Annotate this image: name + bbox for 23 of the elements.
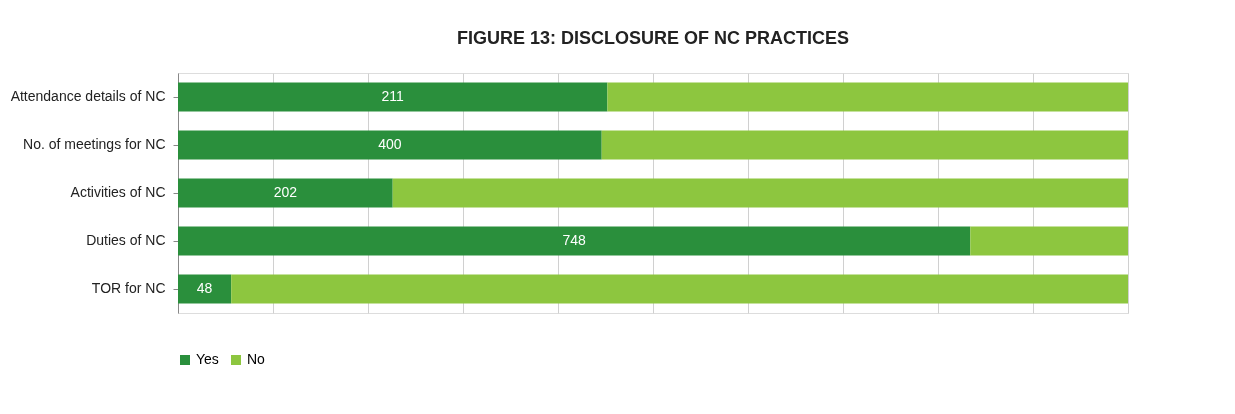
legend-label: Yes xyxy=(196,351,219,367)
annotation: 48 xyxy=(196,280,213,296)
bar xyxy=(178,130,602,160)
annotation: 202 xyxy=(273,184,298,200)
bar xyxy=(601,130,1128,160)
y-tick-label: Attendance details of NC xyxy=(10,88,166,104)
y-tick-label: Activities of NC xyxy=(70,184,166,200)
y-tick-label: Duties of NC xyxy=(86,232,166,248)
y-tick-label: No. of meetings for NC xyxy=(23,136,166,152)
annotation: 400 xyxy=(378,136,402,152)
annotation: 748 xyxy=(562,232,587,248)
annotation: 211 xyxy=(381,88,405,104)
legend-label: No xyxy=(247,351,266,367)
bar xyxy=(231,274,1128,304)
bar xyxy=(970,226,1128,256)
bar xyxy=(392,178,1128,208)
y-tick-label: TOR for NC xyxy=(91,280,166,296)
bar xyxy=(178,274,232,304)
bar xyxy=(607,82,1128,112)
bar xyxy=(178,178,393,208)
bar xyxy=(178,82,608,112)
chart-title: FIGURE 13: DISCLOSURE OF NC PRACTICES xyxy=(456,28,850,48)
bar xyxy=(178,226,971,256)
